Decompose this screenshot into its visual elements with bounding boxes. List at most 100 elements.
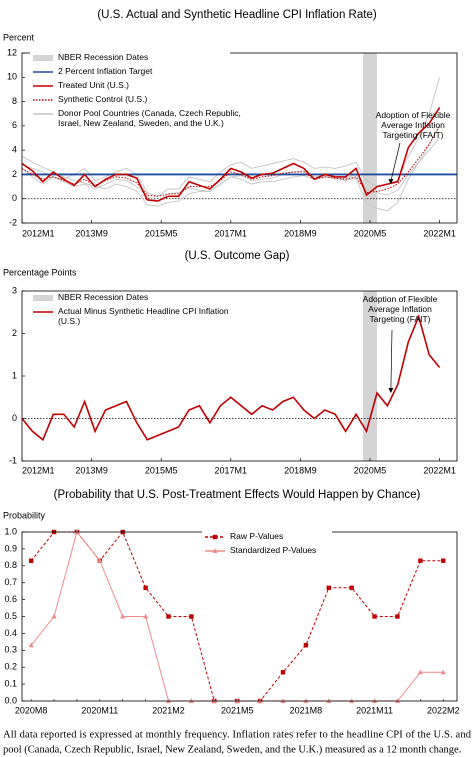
y-tick-label: 2 bbox=[12, 328, 17, 338]
y-tick-label: 0.2 bbox=[4, 662, 17, 672]
legend-background bbox=[202, 531, 332, 557]
marker bbox=[143, 613, 149, 619]
marker bbox=[440, 669, 446, 675]
y-tick-label: 0.3 bbox=[4, 645, 17, 655]
plot-background bbox=[22, 532, 457, 701]
marker bbox=[303, 643, 309, 648]
y-tick-label: 4 bbox=[12, 145, 17, 155]
y-tick-label: 0.5 bbox=[4, 611, 17, 621]
y-tick-label: 8 bbox=[12, 96, 17, 106]
y-tick-label: 0.6 bbox=[4, 594, 17, 604]
y-tick-label: -1 bbox=[9, 455, 17, 465]
x-tick-label: 2012M1 bbox=[22, 465, 55, 475]
marker bbox=[28, 558, 34, 563]
marker bbox=[234, 698, 240, 703]
y-axis-label: Percent bbox=[3, 32, 35, 42]
y-tick-label: 12 bbox=[7, 47, 17, 57]
x-tick-label: 2015M5 bbox=[145, 228, 178, 238]
marker bbox=[326, 698, 332, 703]
legend-label: Synthetic Control (U.S.) bbox=[58, 94, 147, 104]
marker bbox=[28, 642, 34, 648]
x-tick-label: 2013M9 bbox=[75, 465, 108, 475]
donor-line bbox=[21, 77, 441, 197]
y-tick-label: 0 bbox=[12, 413, 17, 423]
chart-title: (U.S. Actual and Synthetic Headline CPI … bbox=[97, 9, 377, 21]
marker bbox=[441, 558, 446, 563]
marker bbox=[418, 558, 423, 563]
series-line bbox=[21, 314, 441, 442]
y-axis-label: Probability bbox=[3, 510, 46, 520]
marker bbox=[349, 585, 354, 590]
x-tick-label: 2022M2 bbox=[427, 705, 460, 715]
donor-line bbox=[21, 125, 440, 212]
marker bbox=[303, 698, 309, 703]
marker bbox=[211, 698, 217, 703]
legend-background bbox=[30, 52, 230, 132]
marker bbox=[74, 529, 80, 534]
legend-background bbox=[30, 292, 280, 318]
y-tick-label: 1 bbox=[12, 370, 17, 380]
x-tick-label: 2015M5 bbox=[145, 465, 178, 475]
chart-title: (Probability that U.S. Post-Treatment Ef… bbox=[54, 489, 421, 501]
y-tick-label: 10 bbox=[7, 72, 17, 82]
legend-label: Treated Unit (U.S.) bbox=[58, 80, 129, 90]
x-tick-label: 2022M1 bbox=[423, 465, 456, 475]
x-tick-label: 2017M1 bbox=[215, 465, 248, 475]
marker bbox=[280, 698, 286, 703]
marker bbox=[394, 698, 401, 703]
x-tick-label: 2021M5 bbox=[221, 705, 254, 715]
x-tick-label: 2022M1 bbox=[423, 228, 456, 238]
annotation: Adoption of Flexible Average Inflation Tar… bbox=[376, 110, 451, 140]
marker bbox=[166, 614, 171, 619]
legend-label: Standardized P-Values bbox=[230, 545, 316, 555]
legend-swatch bbox=[33, 55, 53, 61]
y-tick-label: 0.4 bbox=[4, 628, 17, 638]
y-tick-label: 1.0 bbox=[4, 526, 17, 536]
y-axis-label: Percentage Points bbox=[3, 267, 77, 277]
x-tick-label: 2018M9 bbox=[284, 228, 317, 238]
marker bbox=[189, 614, 194, 619]
x-tick-label: 2017M1 bbox=[215, 228, 248, 238]
x-tick-label: 2018M9 bbox=[284, 465, 317, 475]
marker bbox=[280, 670, 286, 675]
x-tick-label: 2020M8 bbox=[15, 705, 48, 715]
y-tick-label: 3 bbox=[12, 285, 17, 295]
marker bbox=[326, 585, 331, 590]
legend-label: Actual Minus Synthetic Headline CPI Infl… bbox=[58, 306, 229, 326]
marker bbox=[97, 557, 103, 563]
legend-swatch bbox=[33, 295, 53, 301]
marker bbox=[257, 698, 263, 703]
marker bbox=[188, 698, 195, 703]
y-tick-label: 0 bbox=[12, 193, 17, 203]
x-tick-label: 2012M1 bbox=[22, 228, 55, 238]
y-tick-label: 0.0 bbox=[4, 695, 17, 705]
marker bbox=[417, 669, 423, 675]
legend-marker bbox=[212, 548, 218, 553]
footnote: All data reported is expressed at monthl… bbox=[3, 729, 472, 740]
marker bbox=[371, 698, 378, 703]
y-tick-label: -2 bbox=[9, 217, 17, 227]
plot-frame bbox=[21, 52, 458, 224]
arrow-head bbox=[388, 388, 394, 393]
marker bbox=[349, 698, 355, 703]
marker bbox=[395, 614, 400, 619]
x-tick-label: 2020M5 bbox=[354, 465, 387, 475]
legend-label: NBER Recession Dates bbox=[58, 52, 148, 62]
plot-background bbox=[22, 291, 457, 461]
y-tick-label: 0.9 bbox=[4, 543, 17, 553]
y-tick-label: 6 bbox=[12, 120, 17, 130]
legend-label: NBER Recession Dates bbox=[58, 292, 148, 302]
legend-label: 2 Percent Inflation Target bbox=[58, 66, 153, 76]
x-tick-label: 2021M11 bbox=[356, 705, 393, 715]
legend-label: Raw P-Values bbox=[230, 531, 283, 541]
marker bbox=[165, 698, 172, 703]
x-tick-label: 2020M5 bbox=[354, 228, 387, 238]
x-tick-label: 2020M11 bbox=[81, 705, 118, 715]
marker bbox=[372, 614, 377, 619]
y-tick-label: 2 bbox=[12, 169, 17, 179]
annotation: Adoption of Flexible Average Inflation Tar… bbox=[363, 294, 438, 324]
marker bbox=[51, 613, 57, 619]
recession-band bbox=[363, 53, 377, 223]
series-line bbox=[21, 125, 441, 197]
